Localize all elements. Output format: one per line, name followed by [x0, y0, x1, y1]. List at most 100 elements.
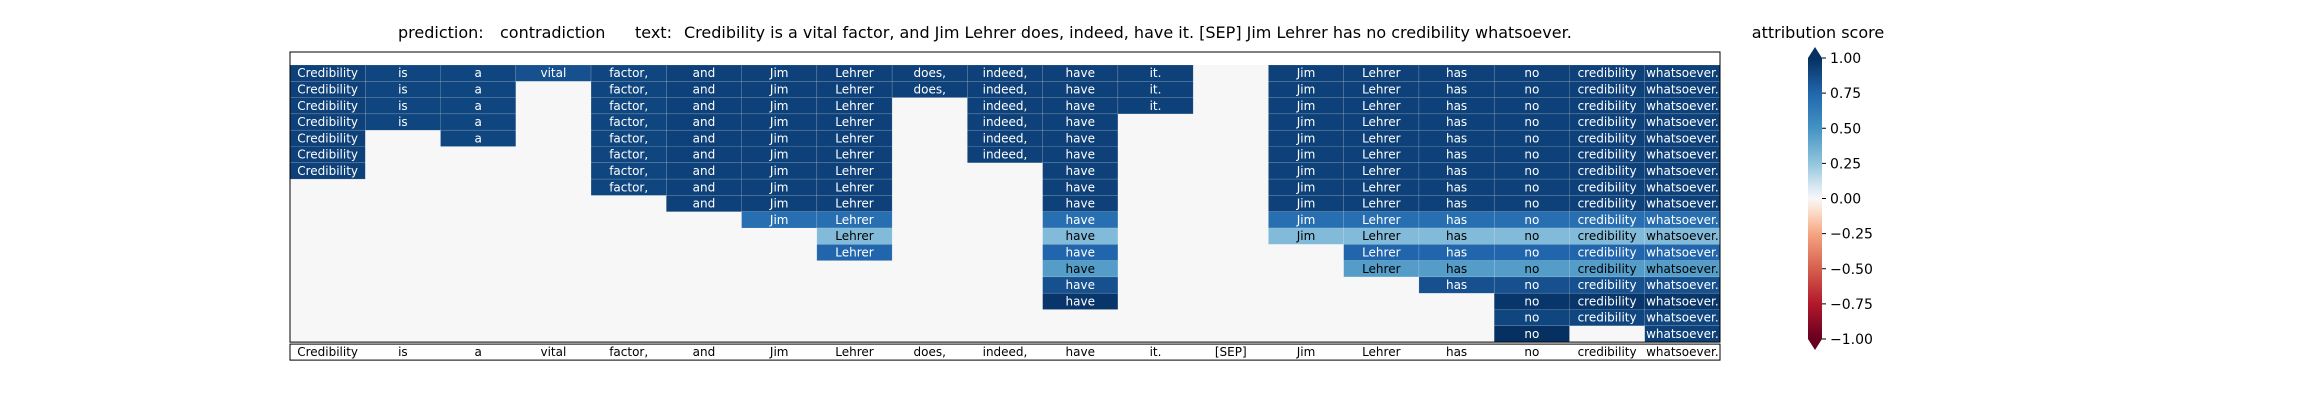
heatmap-cell-label: have — [1066, 262, 1095, 276]
heatmap-cell-label: have — [1066, 278, 1095, 292]
heatmap-cell-label: does, — [914, 66, 946, 80]
heatmap-cell-label: whatsoever. — [1646, 262, 1719, 276]
heatmap-cell-label: credibility — [1578, 213, 1637, 227]
heatmap-cell-label: indeed, — [983, 66, 1028, 80]
heatmap-cell-label: have — [1066, 115, 1095, 129]
heatmap-cell-label: is — [398, 82, 408, 96]
heatmap-cell-label: has — [1446, 180, 1467, 194]
heatmap-cell-label: no — [1524, 164, 1539, 178]
token-axis-label: Credibility — [297, 345, 358, 359]
heatmap-cell-label: credibility — [1578, 66, 1637, 80]
heatmap-cell-label: Lehrer — [1362, 164, 1401, 178]
heatmap-cell-label: has — [1446, 99, 1467, 113]
heatmap-cell-label: vital — [541, 66, 567, 80]
heatmap-cell-label: Lehrer — [1362, 229, 1401, 243]
heatmap-cell-label: Jim — [1296, 164, 1316, 178]
heatmap-cell-label: factor, — [609, 148, 648, 162]
heatmap-cell-label: credibility — [1578, 278, 1637, 292]
heatmap-cell-label: has — [1446, 148, 1467, 162]
heatmap-cell-label: no — [1524, 262, 1539, 276]
chart-title: prediction: contradiction text: Credibil… — [398, 23, 1572, 42]
heatmap-cell-label: Lehrer — [1362, 262, 1401, 276]
heatmap-cell-label: and — [693, 197, 716, 211]
heatmap-cell — [1042, 276, 1119, 294]
heatmap-cell-label: Jim — [1296, 99, 1316, 113]
heatmap-cell-label: Jim — [769, 180, 789, 194]
colorbar-max-extend — [1808, 47, 1822, 58]
heatmap-cell-label: Lehrer — [1362, 115, 1401, 129]
heatmap-cell-label: indeed, — [983, 99, 1028, 113]
heatmap-cell-label: credibility — [1578, 99, 1637, 113]
colorbar-tick-label: −0.75 — [1830, 297, 1873, 313]
heatmap-cell-label: no — [1524, 131, 1539, 145]
heatmap-cell-label: no — [1524, 278, 1539, 292]
heatmap-cell-label: credibility — [1578, 148, 1637, 162]
heatmap-cell-label: Lehrer — [835, 99, 874, 113]
token-axis-label: is — [398, 345, 408, 359]
heatmap-cell-label: whatsoever. — [1646, 82, 1719, 96]
token-axis-label: and — [693, 345, 716, 359]
heatmap-cell-label: factor, — [609, 164, 648, 178]
heatmap-cell-label: Lehrer — [835, 213, 874, 227]
heatmap-cell-label: Lehrer — [1362, 99, 1401, 113]
heatmap-cell-label: Jim — [769, 99, 789, 113]
token-axis-label: a — [474, 345, 481, 359]
colorbar-tick-label: −0.50 — [1830, 262, 1873, 278]
heatmap-cell-label: Credibility — [297, 115, 358, 129]
token-axis-label: it. — [1150, 345, 1162, 359]
heatmap-cell-label: a — [474, 131, 481, 145]
heatmap-cell — [816, 97, 893, 115]
heatmap-cell-label: have — [1066, 294, 1095, 308]
heatmap-cell-label: Lehrer — [1362, 213, 1401, 227]
heatmap-cell-label: Credibility — [297, 164, 358, 178]
heatmap-cell-label: has — [1446, 82, 1467, 96]
heatmap-cell-label: Jim — [769, 148, 789, 162]
heatmap-cell-label: Lehrer — [1362, 82, 1401, 96]
heatmap-cell-label: no — [1524, 311, 1539, 325]
heatmap-cell-label: has — [1446, 262, 1467, 276]
heatmap-cell-label: and — [693, 131, 716, 145]
heatmap-cell-label: Lehrer — [835, 66, 874, 80]
heatmap-cell-label: Jim — [1296, 148, 1316, 162]
heatmap-cell-label: Jim — [769, 213, 789, 227]
heatmap-cell-label: has — [1446, 197, 1467, 211]
heatmap-cell-label: a — [474, 115, 481, 129]
heatmap-cell-label: has — [1446, 66, 1467, 80]
heatmap-cell-label: and — [693, 148, 716, 162]
heatmap-cell-label: it. — [1150, 66, 1162, 80]
heatmap-cell-label: indeed, — [983, 82, 1028, 96]
token-axis-label: indeed, — [983, 345, 1028, 359]
heatmap-cell-label: have — [1066, 197, 1095, 211]
heatmap-cell-label: Jim — [1296, 66, 1316, 80]
heatmap-cell-label: no — [1524, 66, 1539, 80]
heatmap-cell-label: Lehrer — [835, 131, 874, 145]
heatmap-cell-label: indeed, — [983, 131, 1028, 145]
colorbar-tick-label: 0.50 — [1830, 121, 1861, 137]
heatmap-cell-label: Lehrer — [835, 229, 874, 243]
colorbar-gradient — [1808, 58, 1822, 339]
heatmap-cell-label: whatsoever. — [1646, 115, 1719, 129]
token-axis-label: vital — [541, 345, 567, 359]
text-label: text: — [635, 23, 672, 42]
heatmap-cell — [1117, 97, 1194, 115]
prediction-value: contradiction — [500, 23, 605, 42]
heatmap-cell-label: has — [1446, 115, 1467, 129]
heatmap-cell-label: whatsoever. — [1646, 294, 1719, 308]
heatmap-cell-label: Credibility — [297, 148, 358, 162]
heatmap-cell-label: credibility — [1578, 164, 1637, 178]
heatmap-cell-label: has — [1446, 131, 1467, 145]
heatmap-cell-label: whatsoever. — [1646, 131, 1719, 145]
heatmap-cell-label: no — [1524, 327, 1539, 341]
heatmap-cell-label: and — [693, 164, 716, 178]
heatmap-cell-label: no — [1524, 180, 1539, 194]
heatmap-cell-label: credibility — [1578, 131, 1637, 145]
heatmap-cell-label: have — [1066, 131, 1095, 145]
heatmap-cell-label: no — [1524, 294, 1539, 308]
colorbar: attribution score 1.00 0.75 0.50 0.25 0.00 −0… — [1752, 23, 1884, 350]
heatmap-cell-label: it. — [1150, 99, 1162, 113]
heatmap-cell-label: have — [1066, 66, 1095, 80]
heatmap-cell-label: it. — [1150, 82, 1162, 96]
token-axis-label: credibility — [1578, 345, 1637, 359]
heatmap-cell-label: Jim — [1296, 229, 1316, 243]
prediction-label: prediction: — [398, 23, 484, 42]
